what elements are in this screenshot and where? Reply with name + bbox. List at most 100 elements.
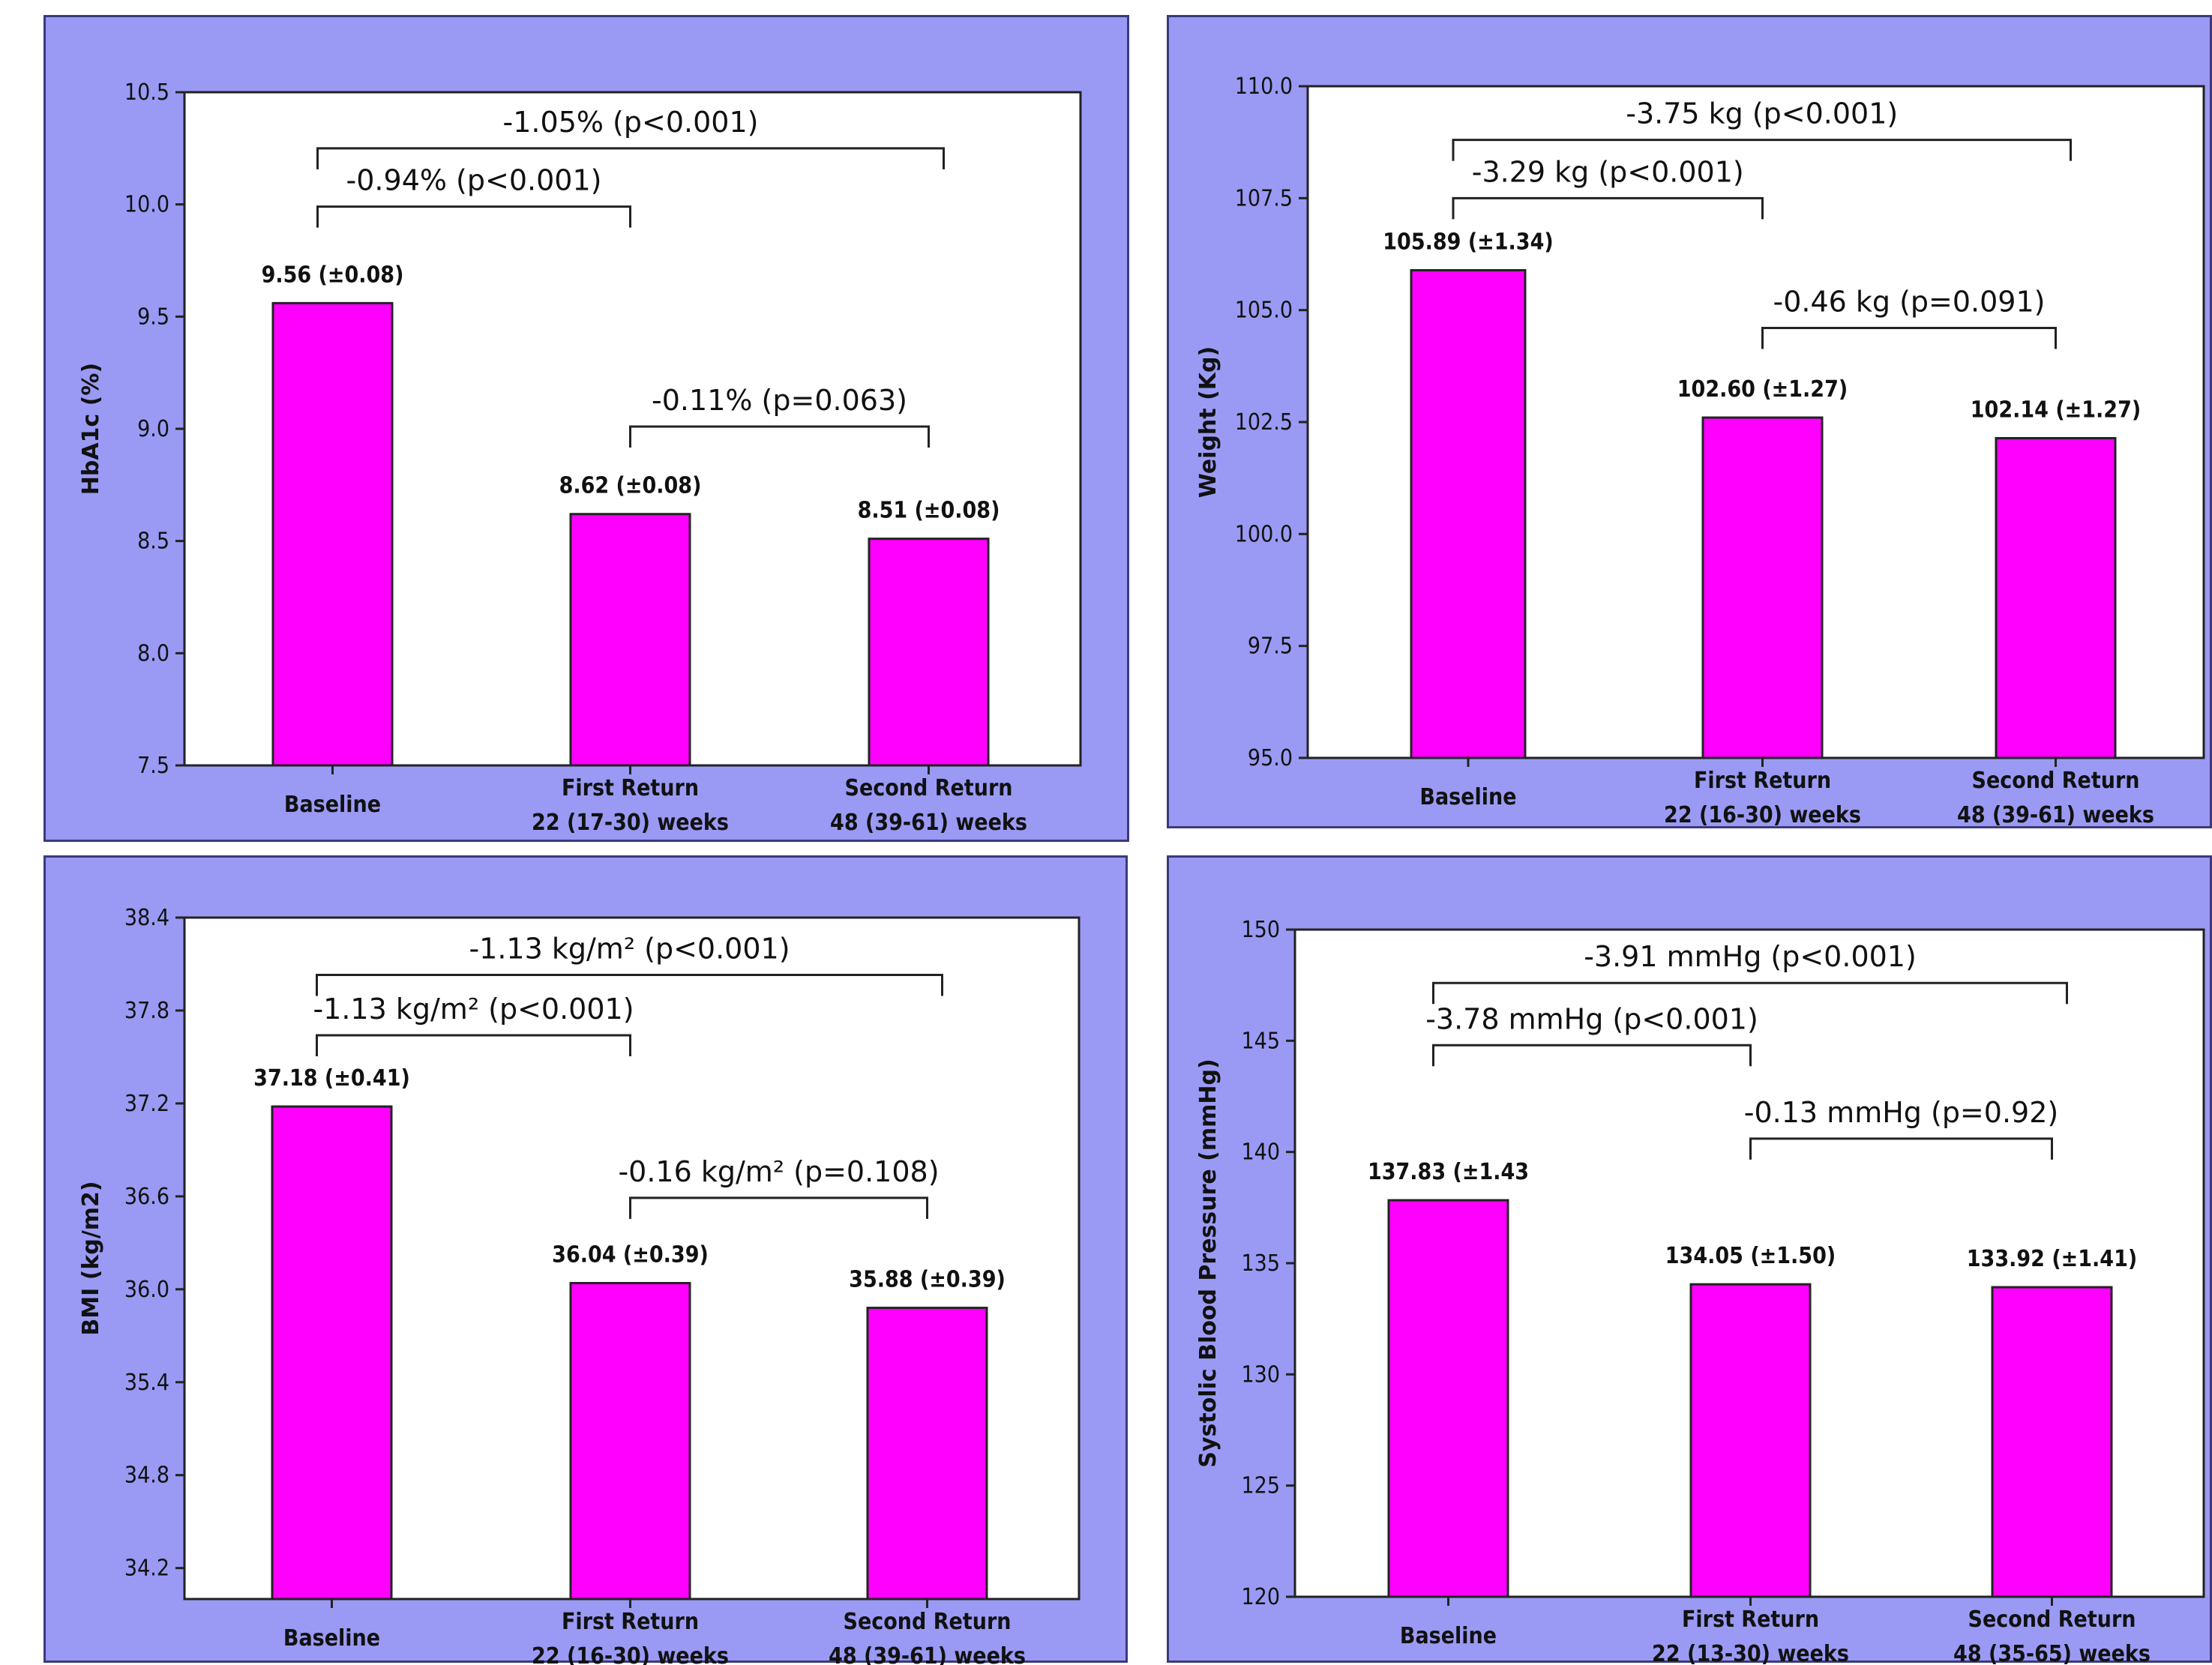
y-tick-label: 135 — [1241, 1250, 1280, 1277]
y-tick-label: 35.4 — [124, 1370, 169, 1396]
bar-value-label: 102.60 (±1.27) — [1677, 376, 1848, 403]
y-tick-label: 8.5 — [137, 529, 169, 555]
y-tick-label: 34.8 — [124, 1463, 169, 1489]
y-tick-label: 8.0 — [137, 640, 169, 666]
bar-value-label: 8.62 (±0.08) — [559, 473, 702, 499]
y-axis-title: HbA1c (%) — [78, 363, 104, 495]
y-tick-label: 37.8 — [124, 998, 169, 1024]
comparison-label: -3.29 kg (p<0.001) — [1472, 155, 1744, 188]
comparison-bracket — [1749, 1137, 2053, 1160]
comparison-bracket — [316, 147, 945, 169]
comparison-bracket — [1761, 327, 2057, 349]
y-tick-label: 9.5 — [137, 304, 169, 330]
x-category-label: Second Return — [844, 1609, 1012, 1635]
chart-hba1c: 7.5 8.0 8.5 9.0 9.5 10.0 10.5 HbA1c (%) 9.56 (±0… — [78, 79, 1082, 836]
chart-bmi: 34.2 34.8 35.4 36.0 36.6 37.2 37.8 38.4 BMI (kg/… — [78, 905, 1081, 1665]
comparison-bracket — [316, 1034, 631, 1057]
comparison-bracket — [1432, 1044, 1752, 1067]
bar — [271, 1105, 393, 1601]
comparison-label: -0.46 kg (p=0.091) — [1773, 286, 2045, 319]
x-category-label: 22 (16-30) weeks — [532, 1643, 729, 1665]
chart-sbp: 120 125 130 135 140 145 150 Systolic Blood Pres… — [1195, 917, 2205, 1665]
y-tick-label: 130 — [1241, 1361, 1280, 1388]
x-category-label: Baseline — [1419, 784, 1516, 810]
y-tick-label: 125 — [1241, 1473, 1280, 1499]
x-category-label: First Return — [1682, 1607, 1819, 1633]
bar-value-label: 137.83 (±1.43 — [1368, 1159, 1529, 1185]
y-tick-label: 150 — [1241, 917, 1280, 943]
bar — [569, 1282, 691, 1601]
y-tick-label: 36.0 — [124, 1277, 169, 1303]
bar — [866, 1307, 988, 1601]
bar — [271, 301, 394, 767]
comparison-label: -1.13 kg/m² (p<0.001) — [313, 993, 634, 1026]
bar-value-label: 102.14 (±1.27) — [1971, 397, 2141, 424]
bar — [1387, 1199, 1509, 1598]
comparison-bracket — [629, 1196, 928, 1219]
bar-value-label: 8.51 (±0.08) — [858, 498, 1000, 524]
x-category-label: Baseline — [284, 792, 381, 818]
x-category-label: First Return — [562, 1609, 699, 1635]
x-category-label: Second Return — [845, 775, 1013, 801]
y-tick-label: 105.0 — [1235, 298, 1293, 324]
y-tick-label: 34.2 — [124, 1556, 169, 1582]
comparison-label: -3.78 mmHg (p<0.001) — [1425, 1002, 1758, 1035]
comparison-label: -3.75 kg (p<0.001) — [1626, 97, 1898, 130]
bar — [569, 513, 691, 767]
x-category-label: Baseline — [1400, 1623, 1497, 1649]
bar-value-label: 35.88 (±0.39) — [849, 1267, 1006, 1293]
bar — [1991, 1286, 2113, 1598]
y-axis-title: Systolic Blood Pressure (mmHg) — [1195, 1059, 1221, 1467]
bar — [1689, 1283, 1812, 1598]
bar-value-label: 105.89 (±1.34) — [1383, 229, 1553, 256]
bar — [1410, 269, 1527, 759]
y-tick-label: 10.5 — [124, 79, 169, 106]
comparison-bracket — [1452, 139, 2072, 161]
bar-value-label: 36.04 (±0.39) — [552, 1242, 709, 1268]
y-tick-label: 120 — [1241, 1584, 1280, 1610]
comparison-label: -1.05% (p<0.001) — [503, 106, 759, 139]
y-tick-label: 145 — [1241, 1028, 1280, 1054]
comparison-bracket — [1432, 981, 2068, 1005]
comparison-bracket — [316, 973, 943, 996]
comparison-label: -1.13 kg/m² (p<0.001) — [469, 932, 790, 965]
comparison-bracket — [1452, 196, 1764, 220]
x-category-label: 48 (35-65) weeks — [1953, 1641, 2151, 1665]
x-category-label: 22 (17-30) weeks — [532, 810, 729, 836]
x-category-label: 48 (39-61) weeks — [829, 1643, 1026, 1665]
comparison-label: -0.11% (p=0.063) — [652, 384, 907, 417]
y-axis-title: Weight (Kg) — [1195, 346, 1221, 498]
y-tick-label: 95.0 — [1248, 745, 1293, 771]
bar — [1995, 437, 2117, 759]
x-category-label: 22 (13-30) weeks — [1652, 1641, 1849, 1665]
y-tick-label: 110.0 — [1235, 73, 1293, 100]
chart-panel-weight: 95.0 97.5 100.0 102.5 105.0 107.5 110.0 Weight … — [1167, 15, 2212, 828]
y-tick-label: 140 — [1241, 1139, 1280, 1166]
y-axis-title: BMI (kg/m2) — [78, 1181, 104, 1335]
bar — [868, 538, 990, 767]
y-tick-label: 7.5 — [137, 753, 169, 779]
x-category-label: Second Return — [1968, 1607, 2136, 1633]
y-tick-label: 107.5 — [1235, 185, 1293, 211]
y-tick-label: 36.6 — [124, 1184, 169, 1210]
x-category-label: First Return — [562, 775, 699, 801]
bar-value-label: 134.05 (±1.50) — [1665, 1243, 1836, 1269]
x-category-label: 22 (16-30) weeks — [1664, 802, 1861, 828]
bar-value-label: 37.18 (±0.41) — [253, 1065, 410, 1092]
bar — [1701, 416, 1824, 759]
comparison-label: -3.91 mmHg (p<0.001) — [1584, 940, 1917, 973]
y-tick-label: 100.0 — [1235, 521, 1293, 547]
chart-panel-bmi: 34.2 34.8 35.4 36.0 36.6 37.2 37.8 38.4 BMI (kg/… — [43, 855, 1128, 1665]
y-tick-label: 9.0 — [137, 416, 169, 442]
bar-value-label: 9.56 (±0.08) — [262, 262, 404, 288]
x-category-label: 48 (39-61) weeks — [1957, 802, 2154, 828]
y-tick-label: 38.4 — [124, 905, 169, 931]
comparison-label: -0.16 kg/m² (p=0.108) — [618, 1155, 939, 1188]
comparison-label: -0.94% (p<0.001) — [346, 164, 602, 197]
x-category-label: 48 (39-61) weeks — [830, 810, 1027, 836]
chart-panel-hba1c: 7.5 8.0 8.5 9.0 9.5 10.0 10.5 HbA1c (%) 9.56 (±0… — [43, 15, 1129, 842]
x-category-label: Baseline — [283, 1625, 380, 1652]
chart-panel-sbp: 120 125 130 135 140 145 150 Systolic Blood Pres… — [1167, 855, 2212, 1665]
comparison-label: -0.13 mmHg (p=0.92) — [1744, 1096, 2058, 1129]
y-tick-label: 97.5 — [1248, 633, 1293, 660]
